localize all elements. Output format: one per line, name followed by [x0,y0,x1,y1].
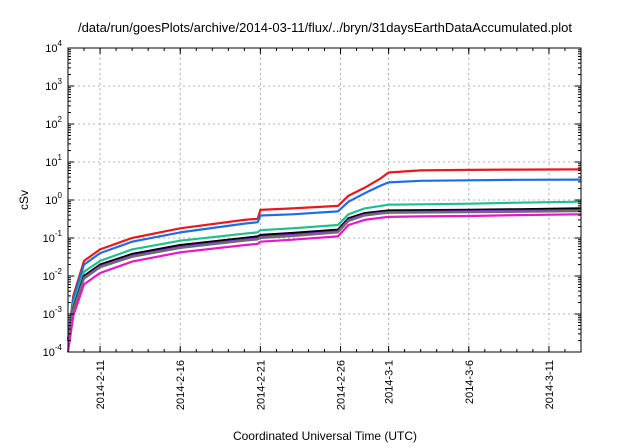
y-tick-label: 100 [45,191,62,207]
y-tick-label: 10-3 [43,305,63,321]
series-line-1 [66,168,582,341]
x-tick-label: 2014-3-1 [384,360,396,404]
x-tick-label: 2014-3-6 [464,360,476,404]
series-line-2 [66,178,582,341]
series-group [66,168,582,353]
series-line-3 [66,200,582,341]
x-tick-label: 2014-2-16 [175,360,187,410]
y-tick-label: 10-1 [43,229,63,245]
x-tick-label: 2014-2-21 [255,360,267,410]
x-tick-label: 2014-2-26 [336,360,348,410]
grid [68,48,581,352]
y-tick-label: 10-2 [43,267,63,283]
y-tick-label: 102 [45,115,62,131]
y-axis: 10-4 10-3 10-2 10-1 100 101 102 103 104 [43,39,581,359]
y-tick-label: 104 [45,39,62,55]
series-line-6 [66,210,582,341]
x-tick-label: 2014-3-11 [544,360,556,409]
x-axis: 2014-2-11 2014-2-16 2014-2-21 2014-2-26 2014… [67,48,582,410]
series-line-4 [66,207,582,341]
series-line-7 [66,213,582,353]
y-tick-label: 103 [45,77,62,93]
y-axis-label: cSv [17,190,31,210]
x-tick-label: 2014-2-11 [95,360,107,409]
y-tick-label: 101 [45,153,62,169]
x-axis-label: Coordinated Universal Time (UTC) [233,429,417,443]
chart-title: /data/run/goesPlots/archive/2014-03-11/f… [78,20,572,35]
y-tick-label: 10-4 [43,343,63,359]
